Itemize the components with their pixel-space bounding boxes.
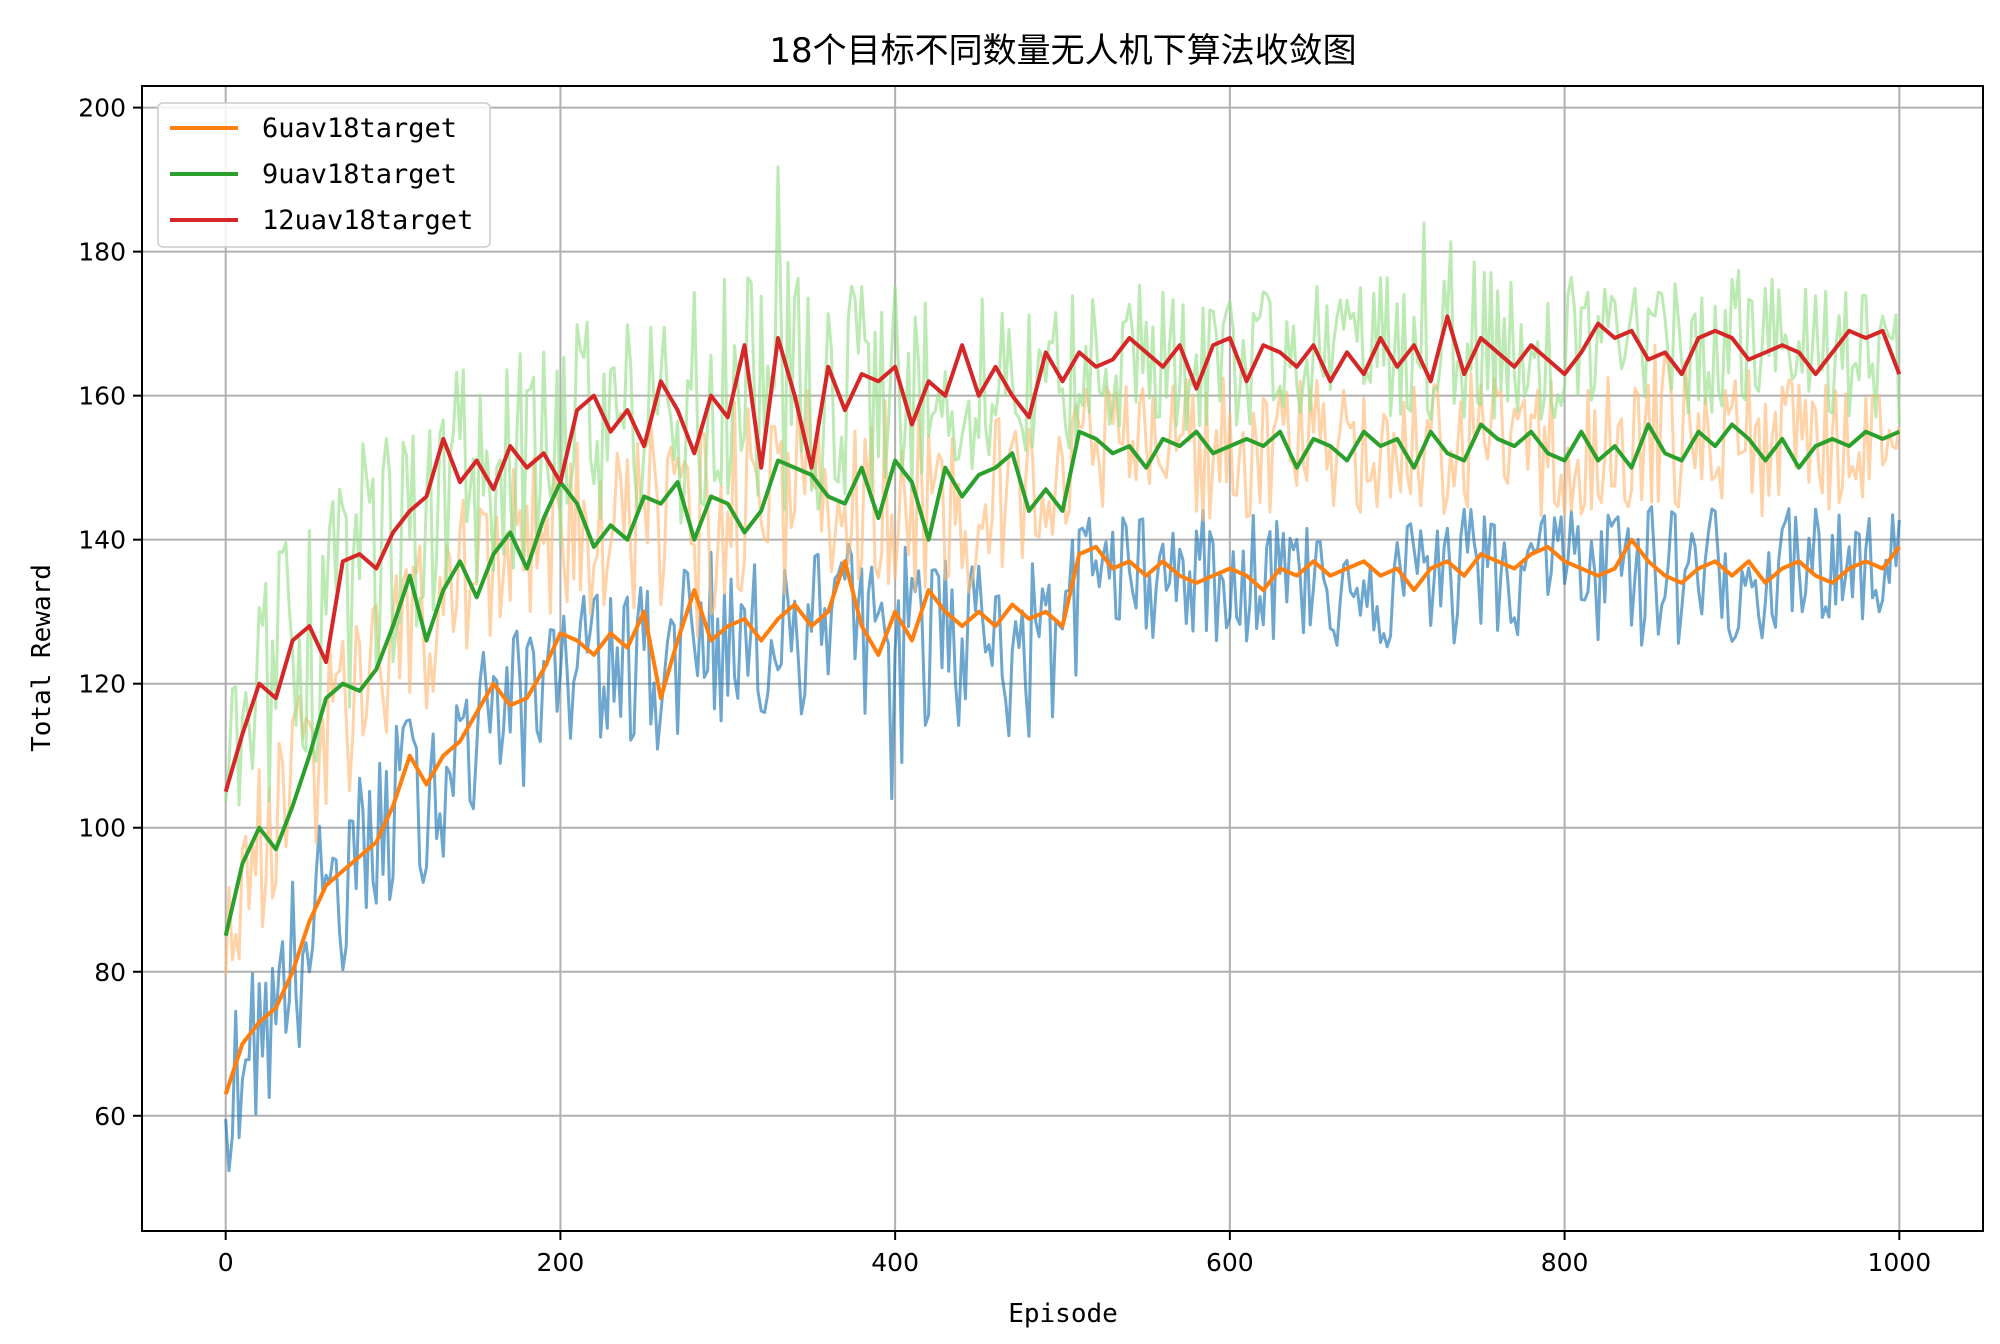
- y-tick-label-100: 100: [78, 814, 126, 843]
- y-tick-label-120: 120: [78, 670, 126, 699]
- x-tick-label-400: 400: [871, 1248, 919, 1277]
- y-axis-label: Total Reward: [27, 564, 57, 752]
- x-axis-ticks: 0 200 400 600 800 1000: [218, 1231, 1931, 1277]
- raw-series-6uav18target: [224, 505, 1901, 1173]
- legend: 6uav18target 9uav18target 12uav18target: [157, 102, 491, 248]
- grid-layer: [142, 86, 1983, 1231]
- x-tick-label-600: 600: [1206, 1248, 1254, 1277]
- y-tick-label-80: 80: [94, 958, 126, 987]
- y-tick-label-60: 60: [94, 1102, 126, 1131]
- legend-label-9uav: 9uav18target: [262, 159, 457, 190]
- x-axis-label: Episode: [1008, 1299, 1118, 1329]
- smoothed-series-12uav18target: [223, 314, 1902, 793]
- smoothed-line-layer: [223, 314, 1902, 1095]
- y-tick-label-160: 160: [78, 382, 126, 411]
- y-axis-ticks: 60 80 100 120 140 160 180 200: [78, 94, 142, 1131]
- x-tick-label-1000: 1000: [1868, 1248, 1932, 1277]
- raw-series-12uav18target: [224, 165, 1901, 807]
- smoothed-series-6uav18target: [223, 537, 1901, 1095]
- chart-title: 18个目标不同数量无人机下算法收敛图: [769, 31, 1356, 71]
- legend-label-6uav: 6uav18target: [262, 113, 457, 144]
- x-tick-label-0: 0: [218, 1248, 234, 1277]
- x-tick-label-200: 200: [537, 1248, 585, 1277]
- y-tick-label-140: 140: [78, 526, 126, 555]
- legend-label-12uav: 12uav18target: [262, 205, 473, 236]
- x-tick-label-800: 800: [1541, 1248, 1589, 1277]
- raw-series-9uav18target: [224, 343, 1901, 975]
- y-tick-label-180: 180: [78, 238, 126, 267]
- smoothed-series-9uav18target: [223, 422, 1901, 937]
- raw-data-layer: [224, 165, 1901, 1173]
- y-tick-label-200: 200: [78, 94, 126, 123]
- plot-frame: [141, 85, 1984, 1232]
- legend-box: [157, 102, 491, 248]
